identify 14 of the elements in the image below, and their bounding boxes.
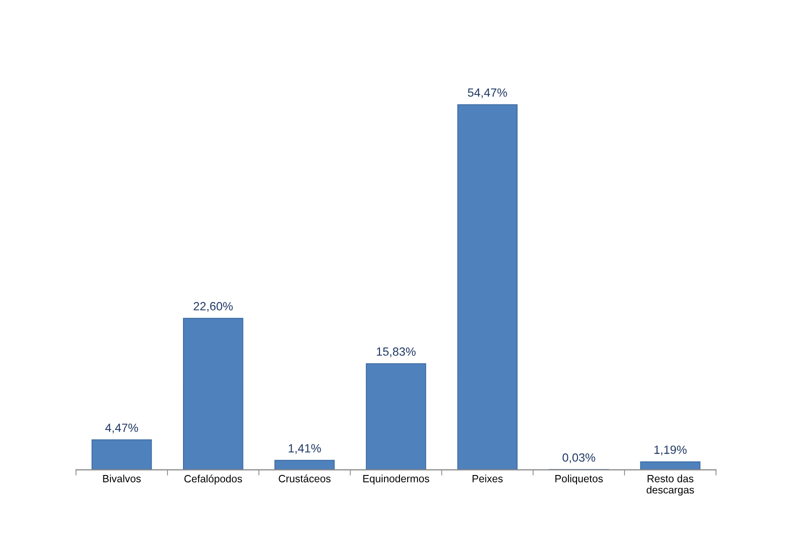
data-label: 1,41% [288,444,321,454]
data-label: 1,19% [654,446,687,456]
x-tick-label: Crustáceos [278,474,331,482]
data-label: 54,47% [468,88,508,98]
data-label: 22,60% [194,302,233,312]
x-tick-label: Equinodermos [363,474,430,484]
data-label: 0,03% [562,453,596,464]
x-tick-label: Bivalvos [103,474,141,482]
x-tick-label: Resto das descargas [646,474,694,496]
x-tick-label: Peixes [472,474,503,482]
data-label: 15,83% [376,347,416,358]
x-tick-label: Cefalópodos [184,474,242,484]
data-label: 4,47% [105,424,138,434]
x-tick-label: Poliquetos [555,474,603,484]
